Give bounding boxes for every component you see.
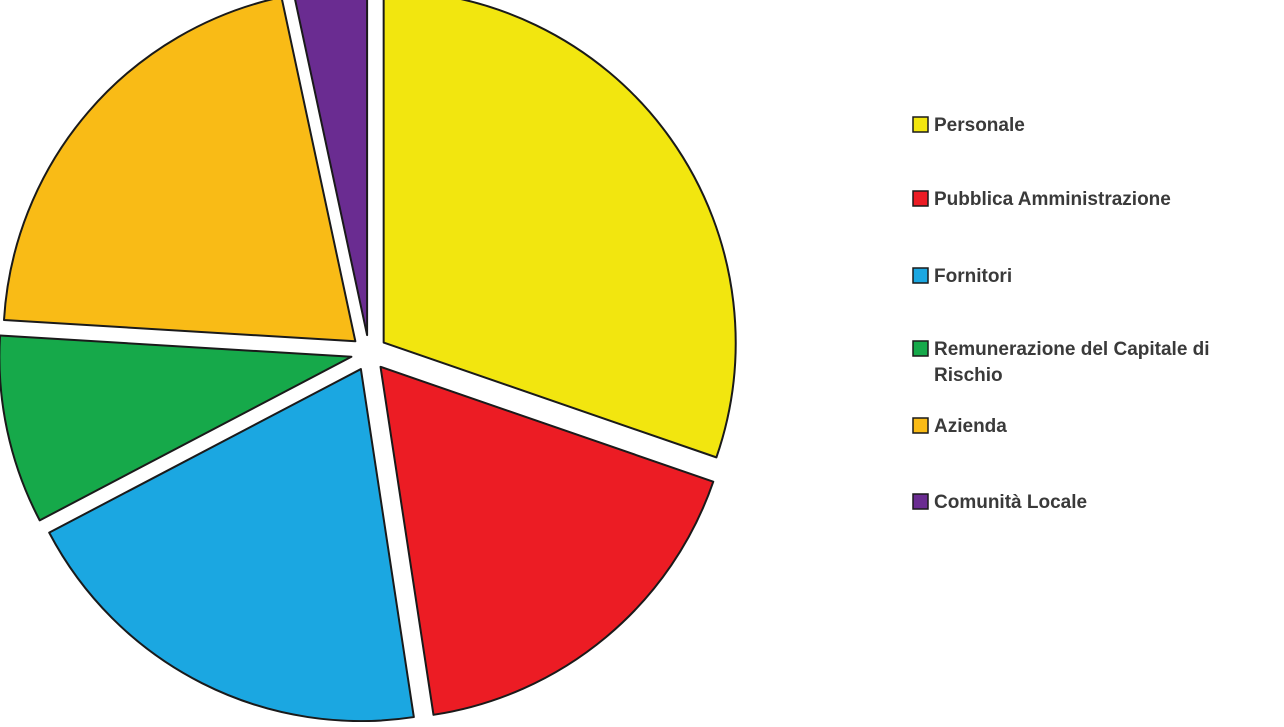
legend-label: Fornitori xyxy=(934,266,1012,287)
legend-swatch xyxy=(912,190,929,207)
pie-slice-pubblica-amministrazione xyxy=(379,365,715,716)
legend-item-remunerazione-del-capitale-di-rischio: Remunerazione del Capitale di Rischio xyxy=(912,339,1210,386)
pie-slice-remunerazione-del-capitale-di-rischio xyxy=(0,334,353,522)
legend-swatch xyxy=(912,493,929,510)
legend-label: Personale xyxy=(934,115,1025,136)
legend-swatch xyxy=(912,267,929,284)
pie-slice-fornitori xyxy=(48,368,415,723)
legend-item-personale: Personale xyxy=(912,115,1025,136)
pie-slices xyxy=(0,0,737,723)
pie-slice-comunita-locale xyxy=(294,0,369,337)
legend-label: Rischio xyxy=(934,365,1003,386)
legend-swatch xyxy=(912,340,929,357)
legend-item-fornitori: Fornitori xyxy=(912,266,1012,287)
pie-slice-azienda xyxy=(2,0,357,343)
legend-label: Comunità Locale xyxy=(934,492,1087,513)
legend-label: Azienda xyxy=(934,416,1007,437)
legend-label: Pubblica Amministrazione xyxy=(934,189,1171,210)
legend-swatch xyxy=(912,417,929,434)
legend-item-azienda: Azienda xyxy=(912,416,1007,437)
legend-item-pubblica-amministrazione: Pubblica Amministrazione xyxy=(912,189,1171,210)
pie-slice-personale xyxy=(382,0,737,459)
legend: Personale Pubblica Amministrazione Fornito… xyxy=(912,115,1210,513)
legend-label: Remunerazione del Capitale di xyxy=(934,339,1210,360)
legend-swatch xyxy=(912,116,929,133)
legend-item-comunita-locale: Comunità Locale xyxy=(912,492,1087,513)
